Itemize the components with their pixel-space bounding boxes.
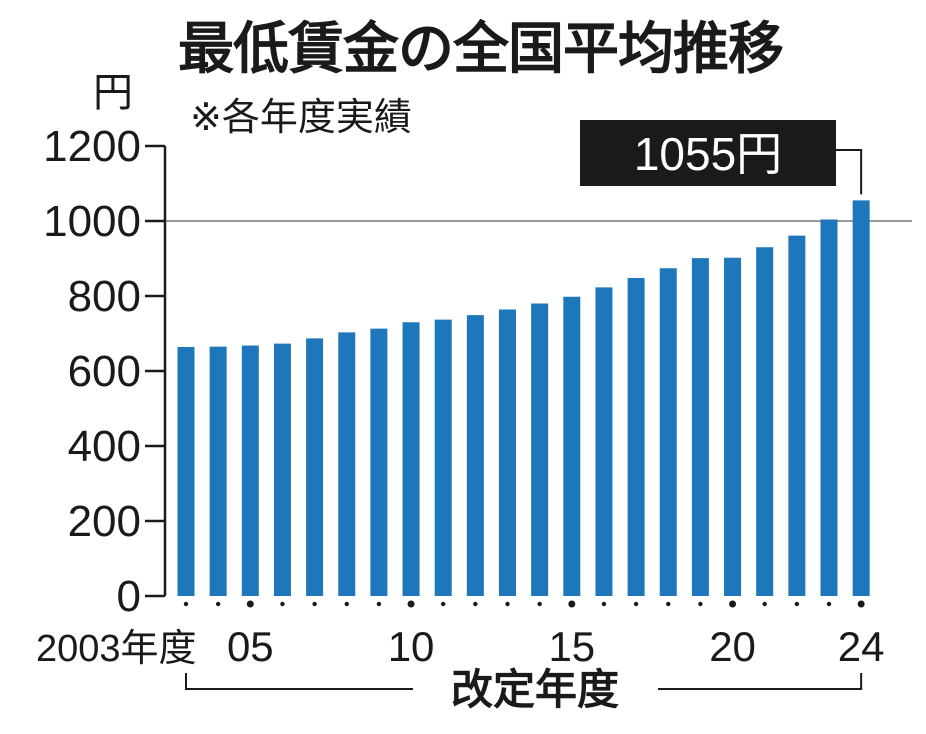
x-tick-label: 24 <box>838 623 885 670</box>
x-tick-dot <box>762 601 767 607</box>
bar-2012 <box>466 315 484 596</box>
bar-2018 <box>659 268 677 596</box>
bar-2016 <box>595 287 613 596</box>
chart-subtitle: ※各年度実績 <box>190 95 412 139</box>
y-tick-label: 0 <box>117 572 141 621</box>
y-axis-unit: 円 <box>93 70 133 116</box>
x-axis-bracket-left <box>185 673 413 690</box>
y-tick-label: 400 <box>68 422 141 471</box>
bar-2022 <box>788 235 806 596</box>
bar-2021 <box>756 247 774 596</box>
bar-2009 <box>370 328 388 596</box>
bar-2013 <box>499 309 516 596</box>
y-tick-label: 600 <box>68 347 141 396</box>
x-tick-dot <box>376 601 382 607</box>
x-tick-dot <box>698 601 703 607</box>
x-axis-title: 改定年度 <box>451 665 619 714</box>
bar-2024 <box>852 200 870 596</box>
x-tick-dot <box>344 601 349 607</box>
x-tick-dot <box>215 601 221 607</box>
bar-2019 <box>691 258 709 596</box>
bar-2017 <box>627 278 645 596</box>
x-tick-label: 15 <box>548 623 595 670</box>
bar-2005 <box>241 345 259 596</box>
y-tick-label: 200 <box>68 497 141 546</box>
bar-2003 <box>177 347 195 596</box>
callout-box <box>580 120 836 186</box>
bar-2007 <box>306 338 324 596</box>
x-axis-bracket-right <box>658 673 863 690</box>
x-tick-dot <box>473 601 478 607</box>
x-tick-dot <box>826 601 832 607</box>
x-tick-dot <box>505 601 510 607</box>
bar-2014 <box>531 303 549 596</box>
x-tick-dot <box>280 601 285 607</box>
y-tick-label: 1200 <box>43 122 141 171</box>
chart-title: 最低賃金の全国平均推移 <box>178 17 784 82</box>
x-tick-dot <box>312 601 317 607</box>
bar-2011 <box>434 319 452 596</box>
x-tick-label: 20 <box>709 623 756 670</box>
x-tick-dot <box>407 600 415 608</box>
x-tick-dot <box>633 601 639 607</box>
x-tick-dot <box>183 601 189 607</box>
callout-leader <box>836 149 863 195</box>
x-tick-dot <box>666 601 671 607</box>
bar-2010 <box>402 322 420 596</box>
x-tick-dot <box>568 600 576 608</box>
bar-2004 <box>209 346 227 596</box>
x-tick-label: 10 <box>388 623 435 670</box>
y-tick-label: 1000 <box>43 197 141 246</box>
bar-2023 <box>820 219 838 596</box>
callout-label: 1055円 <box>634 128 782 180</box>
x-tick-dot <box>857 600 865 608</box>
x-tick-dot <box>601 601 607 607</box>
x-tick-label: 05 <box>227 623 274 670</box>
x-tick-label: 2003年度 <box>36 628 197 670</box>
x-tick-dot <box>537 601 542 607</box>
x-tick-dot <box>794 601 800 607</box>
x-tick-dot <box>729 600 737 608</box>
x-tick-dot <box>441 601 446 607</box>
bar-2008 <box>338 332 356 596</box>
y-tick-label: 800 <box>68 272 141 321</box>
bar-2020 <box>724 257 742 596</box>
x-tick-dot <box>246 600 254 608</box>
bar-2015 <box>563 296 581 596</box>
bar-2006 <box>273 343 291 596</box>
